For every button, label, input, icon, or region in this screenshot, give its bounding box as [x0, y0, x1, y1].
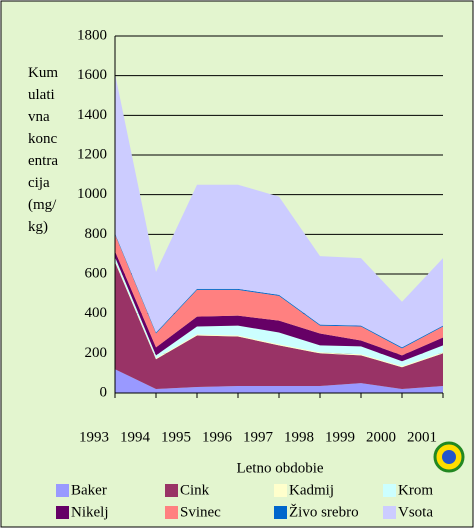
y-tick-label: 800: [85, 226, 108, 242]
legend-swatch: [383, 506, 396, 519]
y-axis-title: Kumulativna koncentracija (mg/kg): [28, 65, 58, 235]
y-tick-label: 1400: [77, 107, 107, 123]
legend-swatch: [56, 506, 69, 519]
y-tick-label: 1600: [77, 67, 107, 83]
y-tick-label: 600: [85, 265, 108, 281]
x-tick-label: 2001: [407, 429, 437, 445]
area: [115, 262, 443, 390]
legend-box: [45, 479, 470, 525]
legend-swatch: [383, 484, 396, 497]
x-tick-label: 2000: [366, 429, 396, 445]
logo: [433, 441, 465, 473]
legend-label: Cink: [180, 482, 210, 498]
legend-label: Krom: [398, 482, 433, 498]
y-tick-label: 200: [85, 345, 108, 361]
legend-label: Vsota: [398, 504, 433, 520]
x-tick-label: 1998: [284, 429, 314, 445]
y-tick-label: 1200: [77, 146, 107, 162]
x-axis-title: Letno obdobie: [236, 460, 323, 476]
legend-label: Baker: [71, 482, 107, 498]
legend-label: Živo srebro: [289, 503, 359, 520]
x-tick-label: 1994: [120, 429, 151, 445]
legend-swatch: [274, 484, 287, 497]
x-tick-label: 1993: [79, 429, 109, 445]
x-tick-label: 1997: [243, 429, 274, 445]
y-tick-label: 400: [85, 305, 108, 321]
x-tick-label: 1999: [325, 429, 355, 445]
y-tick-label: 0: [100, 384, 108, 400]
legend-swatch: [165, 506, 178, 519]
area: [115, 73, 443, 348]
y-tick-label: 1000: [77, 186, 107, 202]
x-tick-label: 1996: [202, 429, 233, 445]
legend-label: Svinec: [180, 504, 221, 520]
legend-label: Kadmij: [289, 482, 334, 498]
x-tick-label: 1995: [161, 429, 191, 445]
y-tick-label: 1800: [77, 27, 107, 43]
area: [115, 257, 443, 367]
legend-label: Nikelj: [71, 504, 109, 520]
legend-swatch: [274, 506, 287, 519]
legend-swatch: [165, 484, 178, 497]
legend-swatch: [56, 484, 69, 497]
